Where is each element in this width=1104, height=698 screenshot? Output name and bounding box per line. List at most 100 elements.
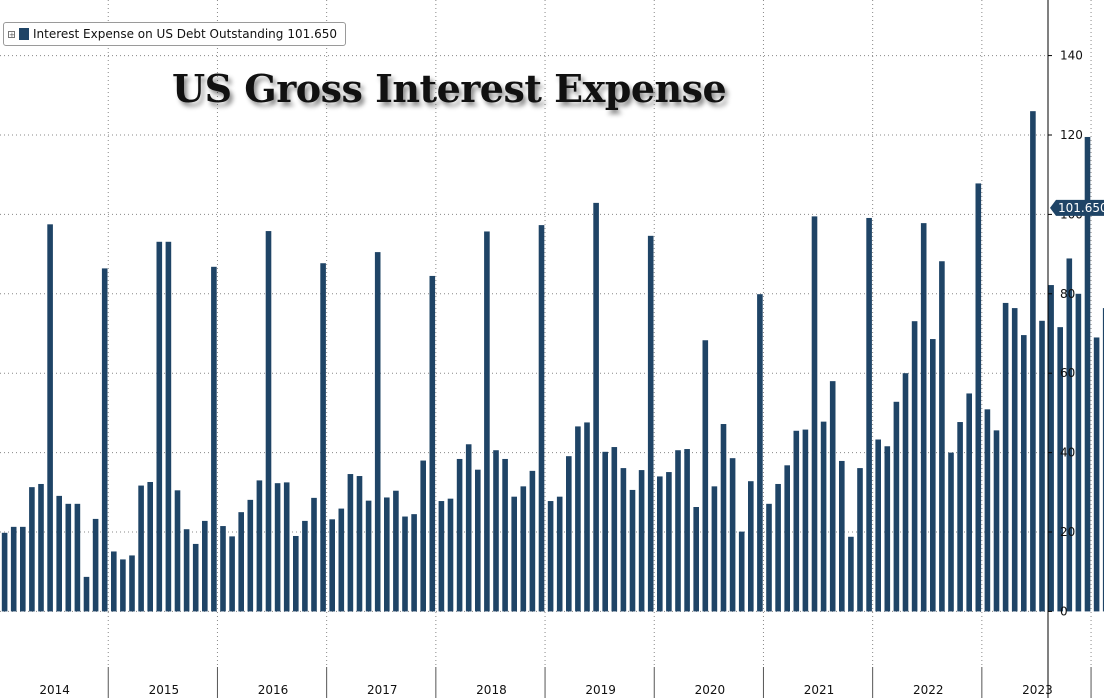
bar[interactable] xyxy=(38,483,44,612)
bar[interactable] xyxy=(192,543,199,612)
bar[interactable] xyxy=(47,224,53,612)
bar[interactable] xyxy=(911,321,918,612)
bar[interactable] xyxy=(420,460,426,612)
bar[interactable] xyxy=(966,393,972,612)
bar[interactable] xyxy=(1011,308,1018,612)
bar[interactable] xyxy=(657,476,663,612)
bar[interactable] xyxy=(92,518,99,612)
bar[interactable] xyxy=(29,487,35,612)
bar[interactable] xyxy=(866,217,872,612)
bar[interactable] xyxy=(538,225,545,612)
bar[interactable] xyxy=(948,452,954,612)
bar[interactable] xyxy=(793,430,800,612)
bar[interactable] xyxy=(939,261,945,612)
bar[interactable] xyxy=(729,458,736,612)
bar[interactable] xyxy=(1002,302,1009,612)
bar[interactable] xyxy=(402,516,408,612)
bar[interactable] xyxy=(302,520,308,612)
bar[interactable] xyxy=(857,468,863,612)
bar[interactable] xyxy=(957,422,963,612)
bar[interactable] xyxy=(784,465,790,612)
bar[interactable] xyxy=(811,216,818,612)
bar[interactable] xyxy=(875,439,881,612)
bar[interactable] xyxy=(65,503,72,612)
bar[interactable] xyxy=(529,470,536,612)
bar[interactable] xyxy=(684,449,690,612)
legend-toggle-icon[interactable]: + xyxy=(8,30,15,39)
bar[interactable] xyxy=(848,536,854,612)
bar[interactable] xyxy=(556,496,563,612)
bar[interactable] xyxy=(1093,337,1100,612)
bar[interactable] xyxy=(220,526,226,612)
bar[interactable] xyxy=(256,480,263,612)
bar[interactable] xyxy=(356,476,363,612)
bar[interactable] xyxy=(365,500,372,612)
bar[interactable] xyxy=(611,447,618,612)
bar[interactable] xyxy=(347,474,354,612)
bar[interactable] xyxy=(820,421,827,612)
bar[interactable] xyxy=(666,472,672,612)
bar[interactable] xyxy=(447,498,454,612)
bar[interactable] xyxy=(174,490,181,612)
bar[interactable] xyxy=(156,241,163,612)
bar[interactable] xyxy=(111,551,117,612)
bar[interactable] xyxy=(711,486,718,612)
bar[interactable] xyxy=(238,512,244,612)
bar[interactable] xyxy=(1066,258,1073,612)
bar[interactable] xyxy=(766,503,772,612)
bar[interactable] xyxy=(211,266,217,612)
bar[interactable] xyxy=(993,430,1000,612)
bar[interactable] xyxy=(283,482,290,612)
bar[interactable] xyxy=(975,183,982,612)
bar[interactable] xyxy=(566,456,572,612)
bar[interactable] xyxy=(829,381,836,612)
bar[interactable] xyxy=(638,470,645,612)
bar[interactable] xyxy=(1084,136,1091,612)
bar[interactable] xyxy=(602,451,608,612)
bar[interactable] xyxy=(629,489,636,612)
bar[interactable] xyxy=(384,497,390,612)
bar[interactable] xyxy=(147,481,153,612)
bar[interactable] xyxy=(520,486,527,612)
bar[interactable] xyxy=(1021,335,1027,612)
bar[interactable] xyxy=(593,202,599,612)
bar[interactable] xyxy=(902,373,909,612)
bar[interactable] xyxy=(738,531,745,612)
bar[interactable] xyxy=(74,503,81,612)
bar[interactable] xyxy=(429,275,436,612)
bar[interactable] xyxy=(83,576,90,612)
bar[interactable] xyxy=(138,485,144,612)
bar[interactable] xyxy=(374,252,381,612)
bar[interactable] xyxy=(56,495,62,612)
bar[interactable] xyxy=(293,535,299,612)
bar[interactable] xyxy=(10,526,17,612)
bar[interactable] xyxy=(20,526,26,612)
bar[interactable] xyxy=(165,241,172,612)
bar[interactable] xyxy=(839,460,845,612)
bar[interactable] xyxy=(620,468,627,612)
bar[interactable] xyxy=(202,520,208,612)
bar[interactable] xyxy=(584,422,590,612)
bar[interactable] xyxy=(120,559,126,612)
bar[interactable] xyxy=(693,506,699,612)
bar[interactable] xyxy=(338,508,345,612)
bar[interactable] xyxy=(502,458,508,612)
bar[interactable] xyxy=(101,268,108,612)
bar[interactable] xyxy=(675,450,681,612)
bar[interactable] xyxy=(129,555,135,612)
bar[interactable] xyxy=(884,446,891,612)
legend[interactable]: + Interest Expense on US Debt Outstandin… xyxy=(3,22,347,46)
bar[interactable] xyxy=(547,501,554,612)
bar[interactable] xyxy=(465,444,472,612)
bar[interactable] xyxy=(265,231,272,612)
bar[interactable] xyxy=(274,483,281,612)
bar[interactable] xyxy=(183,529,190,612)
bar[interactable] xyxy=(456,458,463,612)
bar[interactable] xyxy=(720,424,727,612)
bar[interactable] xyxy=(438,501,445,612)
bar[interactable] xyxy=(329,519,335,612)
bar[interactable] xyxy=(229,536,235,612)
bar[interactable] xyxy=(320,263,326,612)
bar[interactable] xyxy=(575,426,581,612)
bar[interactable] xyxy=(1,532,8,612)
